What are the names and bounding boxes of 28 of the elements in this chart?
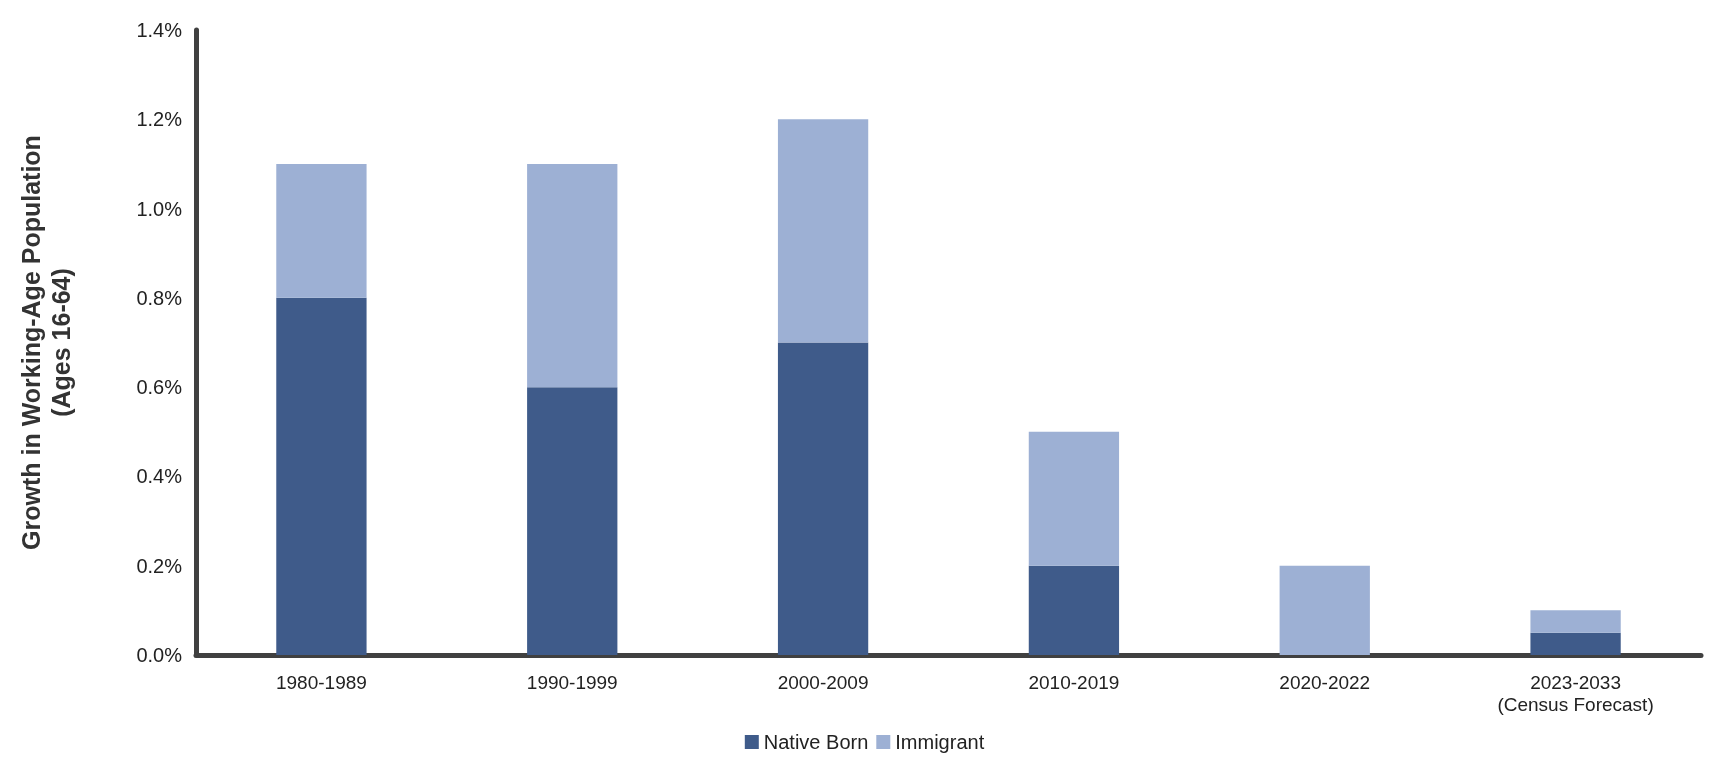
- x-tick-label: 1980-1989: [275, 671, 367, 693]
- bar: [777, 342, 869, 655]
- bar: [276, 163, 367, 298]
- bar: [527, 387, 618, 655]
- legend-label: Native Born: [763, 731, 869, 753]
- x-tick-label: 1990-1999: [526, 671, 618, 693]
- bar: [1530, 632, 1621, 655]
- bar: [1530, 610, 1621, 633]
- y-tick-label: 0.2%: [136, 554, 183, 577]
- y-tick-label: 1.0%: [136, 197, 183, 220]
- legend-label: Immigrant: [895, 731, 985, 753]
- bar: [777, 119, 869, 343]
- bar: [1279, 565, 1370, 655]
- y-axis-title: Growth in Working-Age Population (Ages 16-64): [17, 135, 75, 550]
- bar: [1028, 565, 1120, 655]
- y-tick-label: 1.2%: [136, 108, 183, 131]
- y-tick-label: 0.4%: [136, 465, 183, 488]
- x-tick-label: 2010-2019: [1028, 671, 1120, 693]
- y-tick-label: 0.0%: [136, 644, 183, 666]
- bar: [527, 163, 618, 388]
- y-tick-label: 0.6%: [136, 376, 183, 399]
- x-tick-label: 2020-2022: [1279, 671, 1371, 693]
- y-tick-label: 1.4%: [136, 19, 183, 41]
- y-tick-label: 0.8%: [136, 286, 183, 309]
- bar: [276, 297, 367, 655]
- bar: [1028, 431, 1120, 566]
- x-tick-label: 2000-2009: [777, 671, 869, 693]
- x-tick-label: 2023-2033 (Census Forecast): [1497, 671, 1654, 715]
